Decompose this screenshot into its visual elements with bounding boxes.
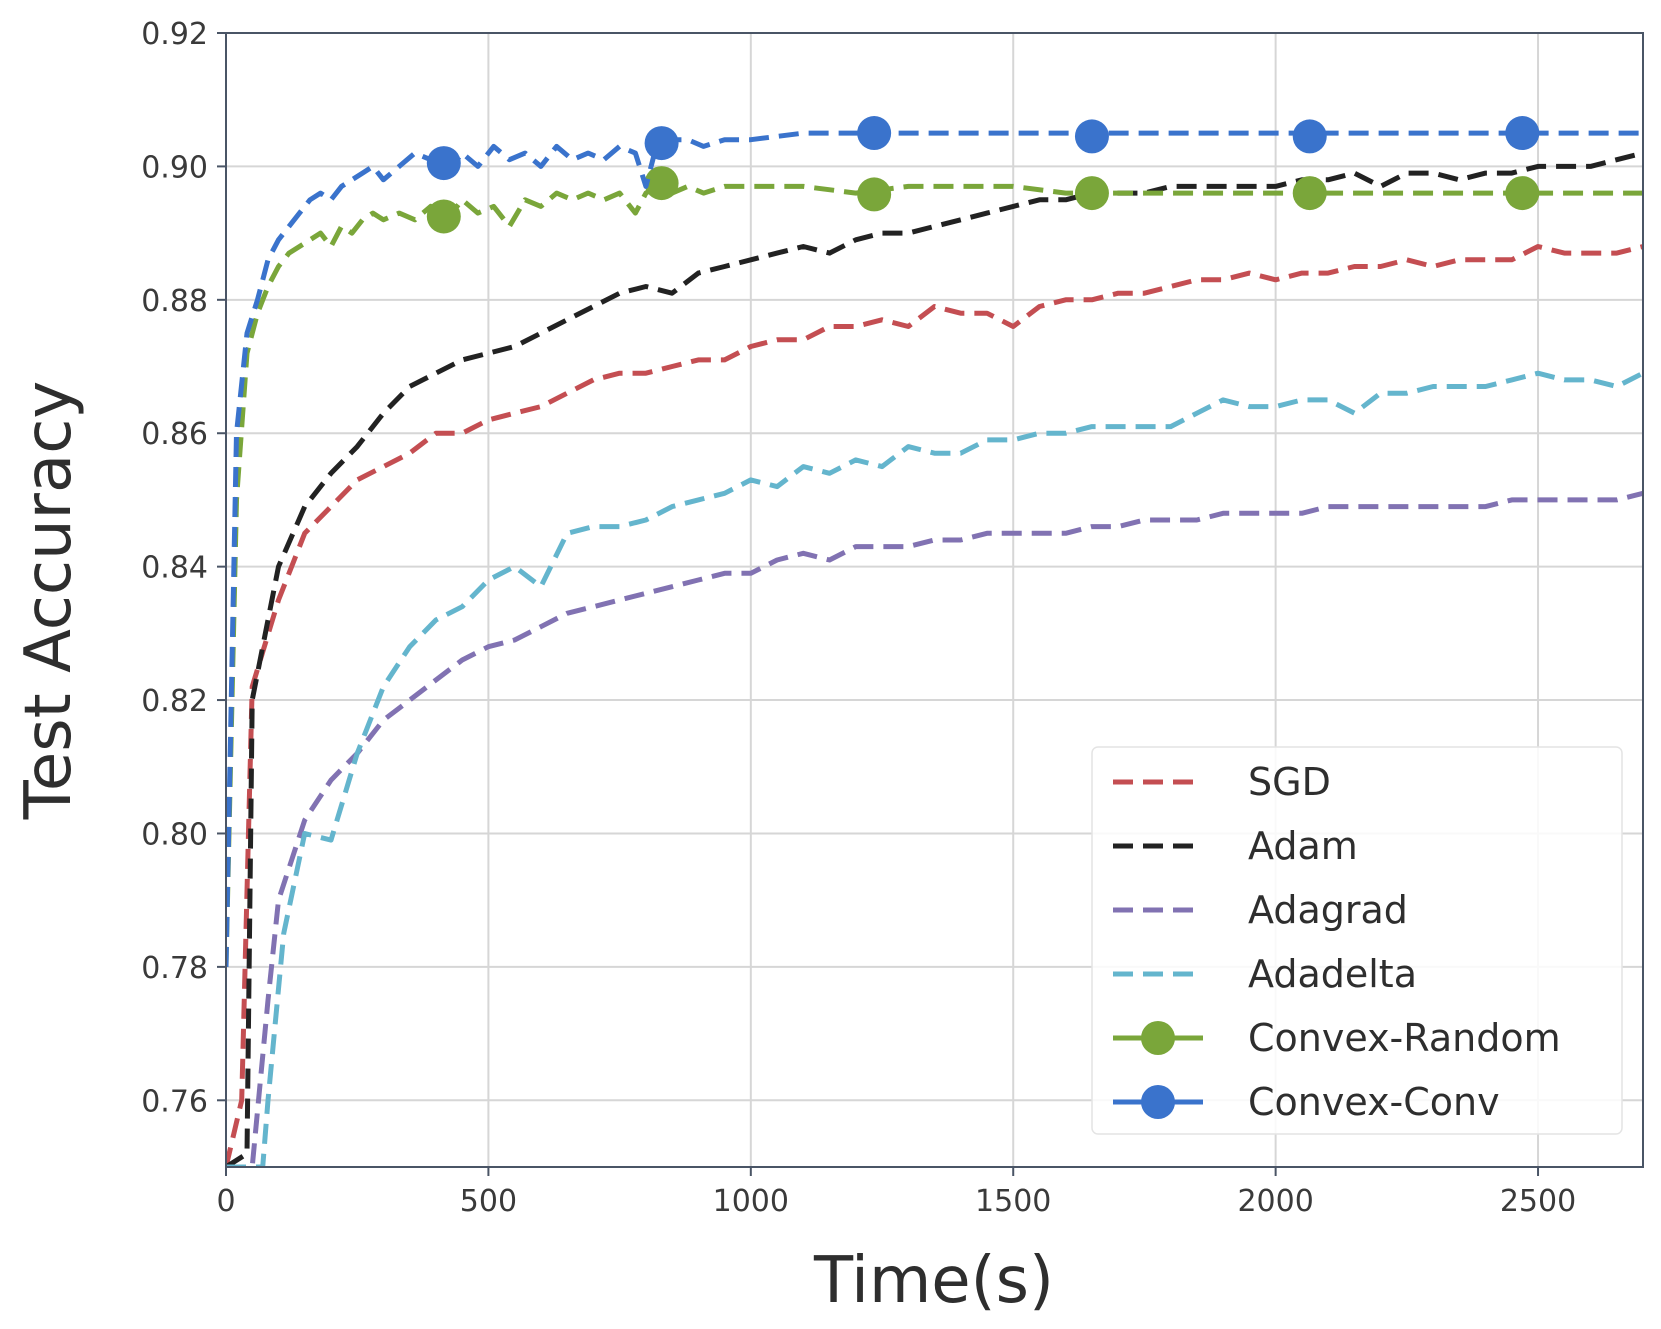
y-tick-label: 0.78 (141, 951, 208, 986)
series-line-adam (226, 150, 1643, 1167)
y-tick-label: 0.80 (141, 817, 208, 852)
legend-label-convex-random: Convex-Random (1248, 1016, 1561, 1060)
x-tick-label: 500 (460, 1184, 517, 1219)
ticks: 0 500 1000 1500 2000 2500 0.76 0.78 0.80 0.82 0.84… (141, 17, 1576, 1219)
series-marker-convex-conv (1292, 119, 1327, 154)
series-marker-convex-random (1074, 176, 1109, 211)
series-marker-convex-random (426, 199, 461, 234)
series-line-convex-random (226, 183, 1643, 967)
legend-label-adagrad: Adagrad (1248, 888, 1408, 932)
y-tick-label: 0.82 (141, 684, 208, 719)
x-tick-label: 2000 (1237, 1184, 1313, 1219)
series-marker-convex-conv (644, 126, 679, 161)
x-axis-label: Time(s) (813, 1244, 1054, 1318)
x-tick-label: 2500 (1500, 1184, 1576, 1219)
series-marker-convex-conv (1074, 119, 1109, 154)
series-marker-convex-random (1292, 176, 1327, 211)
series-line-adadelta (226, 370, 1643, 1167)
y-axis-label: Test Accuracy (12, 381, 86, 821)
legend-marker-convex-conv (1141, 1085, 1175, 1119)
series-line-convex-conv (226, 130, 1643, 967)
x-tick-label: 1500 (975, 1184, 1051, 1219)
x-tick-label: 0 (216, 1184, 235, 1219)
series-line-adagrad (226, 490, 1643, 1167)
legend-label-adam: Adam (1248, 824, 1358, 868)
series-marker-convex-conv (426, 146, 461, 181)
legend: SGD Adam Adagrad Adadelta Convex-Random Conve… (1091, 746, 1623, 1135)
series-marker-convex-random (857, 177, 892, 212)
series-group (226, 116, 1643, 1167)
legend-marker-convex-random (1141, 1021, 1175, 1055)
y-tick-label: 0.86 (141, 417, 208, 452)
legend-frame (1091, 746, 1623, 1135)
legend-label-adadelta: Adadelta (1248, 952, 1417, 996)
y-tick-label: 0.84 (141, 551, 208, 586)
series-line-sgd (226, 244, 1643, 1167)
y-tick-label: 0.92 (141, 17, 208, 52)
series-marker-convex-random (644, 166, 679, 201)
plot-frame (225, 32, 1644, 1168)
legend-label-sgd: SGD (1248, 760, 1331, 804)
y-tick-label: 0.88 (141, 284, 208, 319)
series-marker-convex-conv (857, 116, 892, 151)
y-tick-label: 0.90 (141, 150, 208, 185)
legend-label-convex-conv: Convex-Conv (1248, 1080, 1500, 1124)
x-tick-label: 1000 (713, 1184, 789, 1219)
series-marker-convex-random (1505, 176, 1540, 211)
series-marker-convex-conv (1505, 116, 1540, 151)
y-tick-label: 0.76 (141, 1084, 208, 1119)
